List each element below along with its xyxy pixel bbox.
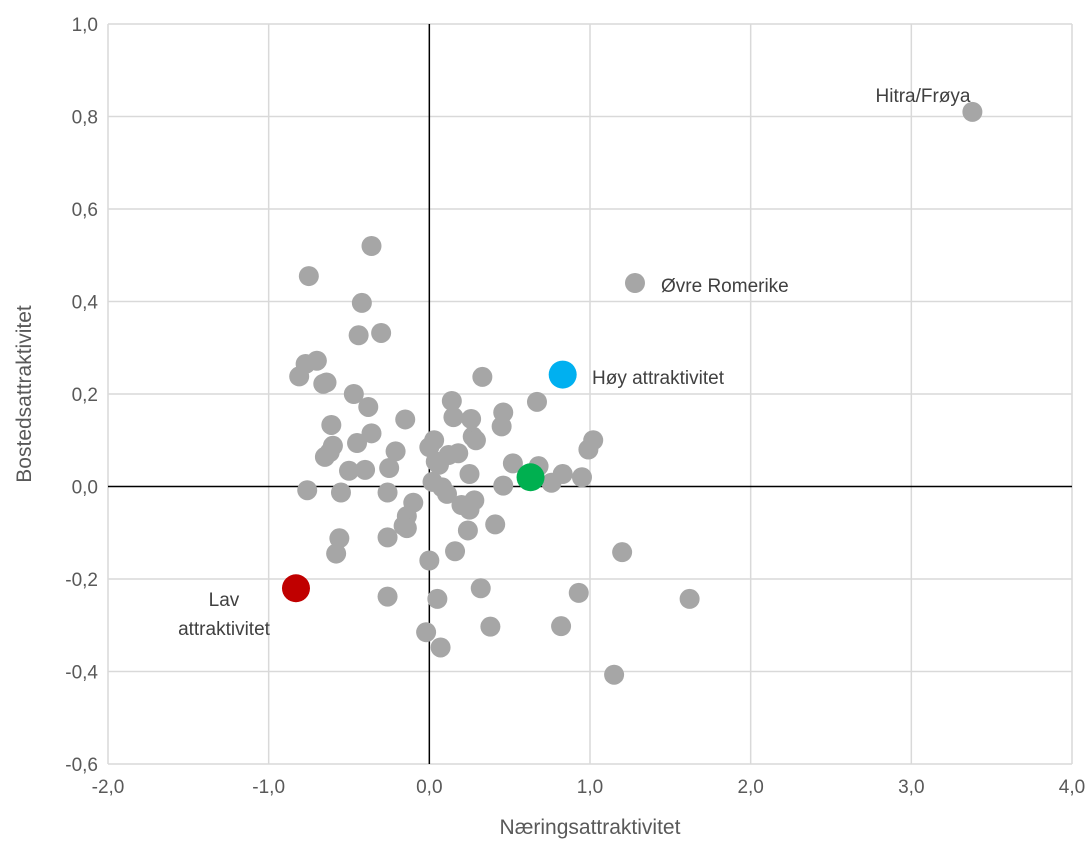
x-tick-label: 0,0 [416,777,442,798]
data-point [361,423,382,444]
data-point [395,409,416,430]
data-point [612,542,633,563]
annotation-ovre-romerike: Øvre Romerike [661,276,789,297]
y-tick-labels: 1,0 0,8 0,6 0,4 0,2 0,0 -0,2 -0,4 -0,6 [65,15,98,776]
data-point [427,588,448,609]
data-point [379,458,400,478]
y-tick-label: 0,4 [72,293,99,314]
data-point [348,325,369,346]
y-tick-label: 0,6 [72,200,98,221]
data-point [289,366,310,387]
data-point [298,266,319,287]
data-point [583,430,604,451]
data-point [358,396,379,417]
x-tick-label: 1,0 [577,777,603,798]
data-point [445,541,466,562]
data-point [416,622,437,643]
data-point [314,446,335,467]
data-point [493,402,514,423]
data-point [437,483,458,504]
annotation-lav-line2: attraktivitet [178,619,271,640]
highlight-point-high [548,360,577,389]
data-point [351,292,372,313]
annotation-lav-line1: Lav [209,590,240,611]
data-point [355,459,376,480]
annotation-hitra-froya: Hitra/Frøya [876,86,971,107]
highlight-point-low [281,574,310,603]
data-point [371,322,392,343]
data-point [459,464,480,485]
highlight-point-middle [516,463,545,492]
data-point [428,454,449,475]
x-axis-title: Næringsattraktivitet [500,816,681,839]
data-point [396,518,417,539]
y-tick-label: -0,6 [65,755,98,776]
data-point [461,408,482,429]
data-point [361,236,382,256]
data-point [552,464,573,485]
highlight-points [281,360,577,603]
x-tick-label: 2,0 [737,777,763,798]
data-point [551,616,572,637]
data-point [448,443,469,464]
y-tick-label: 0,8 [72,108,98,129]
data-point [419,550,440,571]
data-point [326,543,347,564]
data-points [289,101,983,685]
y-axis-title: Bostedsattraktivitet [13,305,36,483]
data-point [568,582,589,603]
data-point [377,586,398,607]
y-tick-label: -0,2 [65,570,98,591]
data-point [329,528,350,549]
x-tick-label: -2,0 [92,777,125,798]
data-point [502,453,523,474]
data-point [480,616,501,637]
y-tick-label: 0,2 [72,385,98,406]
y-tick-label: -0,4 [65,663,98,684]
annotation-hoy-attraktivitet: Høy attraktivitet [592,368,725,389]
data-point [457,520,478,541]
data-point [297,480,318,501]
data-point [624,273,645,293]
data-point [472,366,493,387]
data-point [343,384,364,404]
data-point [526,391,547,412]
data-point [962,101,983,122]
x-tick-label: -1,0 [252,777,285,798]
y-tick-label: 1,0 [72,15,98,36]
data-point [347,433,368,454]
data-point [441,390,462,411]
x-tick-label: 4,0 [1059,777,1085,798]
data-point [485,514,506,535]
data-point [493,475,514,496]
data-point [377,527,398,548]
y-tick-label: 0,0 [72,478,98,499]
data-point [470,578,491,599]
data-point [604,664,625,685]
data-point [571,467,592,488]
data-point [339,460,359,481]
x-tick-labels: -2,0 -1,0 0,0 1,0 2,0 3,0 4,0 [92,777,1086,798]
gridlines [107,23,1073,765]
data-point [443,407,464,428]
data-point [679,588,700,609]
data-point [313,373,334,394]
data-point [459,499,480,520]
data-point [430,637,451,658]
data-point [321,414,342,435]
data-point [377,482,398,503]
data-point [385,441,406,462]
x-tick-label: 3,0 [898,777,924,798]
data-point [465,430,486,451]
data-point [330,482,351,503]
